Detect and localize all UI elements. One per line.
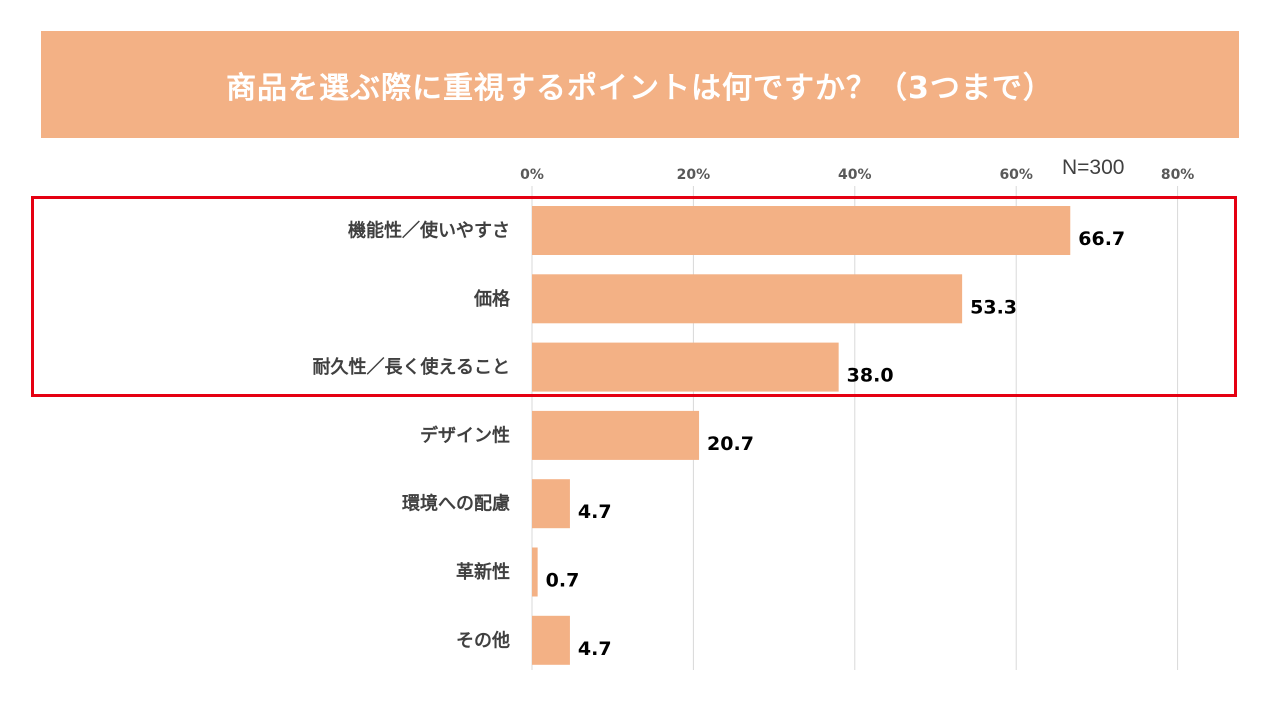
category-label: その他 <box>456 629 510 651</box>
category-label: 耐久性／長く使えること <box>313 356 510 378</box>
x-tick-label: 0% <box>520 167 544 183</box>
bar <box>532 479 570 529</box>
bar <box>532 615 570 665</box>
value-label: 0.7 <box>546 570 580 592</box>
bar <box>532 342 839 392</box>
bar <box>532 274 963 324</box>
title-banner: 商品を選ぶ際に重視するポイントは何ですか？（3つまで） <box>41 31 1239 138</box>
x-tick-label: 60% <box>999 167 1033 183</box>
x-tick-label: 80% <box>1161 167 1195 183</box>
value-label: 4.7 <box>578 638 612 660</box>
category-label: 環境への配慮 <box>402 493 510 515</box>
value-label: 38.0 <box>847 365 894 387</box>
x-tick-label: 20% <box>677 167 711 183</box>
value-label: 20.7 <box>707 433 754 455</box>
bar <box>532 547 538 597</box>
category-label: デザイン性 <box>420 424 510 446</box>
chart-title: 商品を選ぶ際に重視するポイントは何ですか？（3つまで） <box>226 70 1054 106</box>
category-label: 機能性／使いやすさ <box>348 220 510 242</box>
value-label: 4.7 <box>578 501 612 523</box>
bar <box>532 206 1071 255</box>
x-tick-label: 40% <box>838 167 872 183</box>
bar <box>532 410 700 460</box>
sample-size-label: N=300 <box>1062 156 1125 179</box>
category-label: 価格 <box>473 288 511 310</box>
value-label: 53.3 <box>970 296 1017 318</box>
category-label: 革新性 <box>456 561 510 583</box>
value-label: 66.7 <box>1078 228 1125 250</box>
